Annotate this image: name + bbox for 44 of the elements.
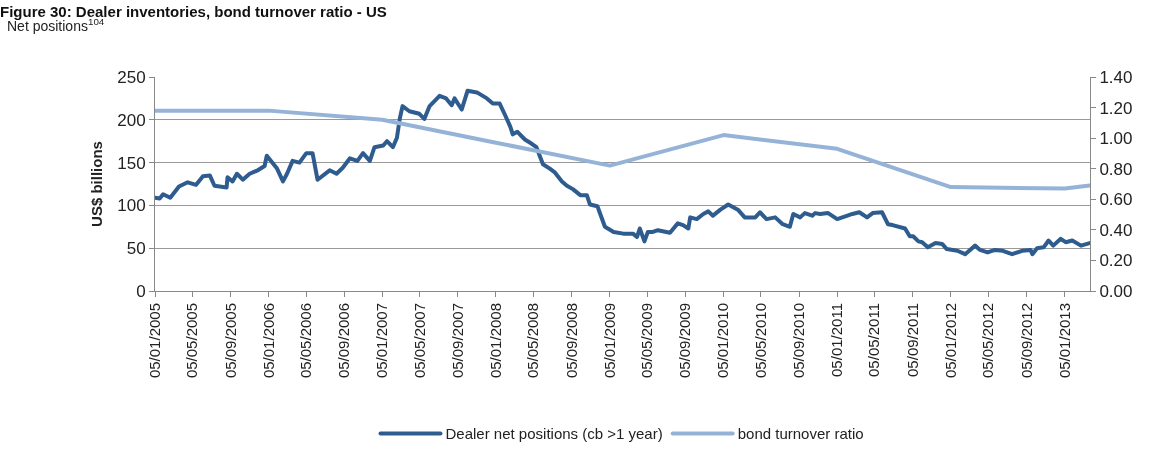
x-tick-label: 05/05/2011 — [865, 303, 883, 377]
x-tick-label: 05/09/2008 — [562, 303, 580, 379]
line-series — [155, 88, 1090, 257]
y-tick-label: 150 — [117, 153, 146, 173]
x-tick-label: 05/01/2006 — [259, 303, 277, 379]
y2-tick-label: 0.20 — [1099, 251, 1133, 271]
x-tick-label: 05/05/2005 — [183, 303, 201, 379]
x-tick-label: 05/09/2010 — [790, 303, 808, 379]
y2-tick-label: 0.40 — [1099, 220, 1133, 240]
y-tick-label: 200 — [117, 110, 146, 130]
y2-tick-label: 0.60 — [1099, 190, 1133, 210]
line-series — [155, 108, 1090, 191]
x-tick-label: 05/09/2006 — [335, 303, 353, 379]
x-tick-label: 05/01/2010 — [714, 303, 732, 379]
y-tick-label: 50 — [126, 239, 146, 259]
y2-tick-label: 1.00 — [1099, 129, 1133, 149]
x-tick-label: 05/09/2009 — [676, 303, 694, 379]
legend-label: Dealer net positions (cb >1 year) — [445, 425, 663, 443]
y2-tick-label: 0.00 — [1099, 281, 1133, 301]
x-tick-label: 05/05/2012 — [979, 303, 997, 379]
x-tick-label: 05/05/2007 — [410, 303, 428, 379]
y-tick-label: 250 — [117, 67, 146, 87]
x-tick-label: 05/05/2009 — [638, 303, 656, 379]
x-tick-label: 05/01/2013 — [1055, 303, 1073, 379]
x-tick-label: 05/05/2010 — [751, 303, 769, 379]
x-tick-label: 05/09/2007 — [448, 303, 466, 379]
x-tick-label: 05/01/2007 — [373, 303, 391, 379]
x-tick-label: 05/09/2011 — [903, 303, 921, 377]
legend-label: bond turnover ratio — [737, 425, 864, 443]
x-tick-label: 05/05/2008 — [524, 303, 542, 379]
y-axis-title: US$ billions — [88, 141, 106, 227]
y-tick-label: 0 — [136, 281, 146, 301]
x-tick-label: 05/01/2009 — [600, 303, 618, 379]
x-tick-label: 05/01/2012 — [941, 303, 959, 379]
x-tick-label: 05/01/2005 — [145, 303, 163, 379]
y2-tick-label: 1.20 — [1099, 98, 1133, 118]
x-tick-label: 05/01/2008 — [486, 303, 504, 379]
x-tick-label: 05/05/2006 — [296, 303, 314, 379]
y2-tick-label: 0.80 — [1099, 159, 1133, 179]
x-tick-label: 05/09/2012 — [1017, 303, 1035, 379]
x-tick-label: 05/01/2011 — [828, 303, 846, 377]
y-tick-label: 100 — [117, 196, 146, 216]
x-tick-label: 05/09/2005 — [221, 303, 239, 379]
y2-tick-label: 1.40 — [1099, 67, 1133, 87]
